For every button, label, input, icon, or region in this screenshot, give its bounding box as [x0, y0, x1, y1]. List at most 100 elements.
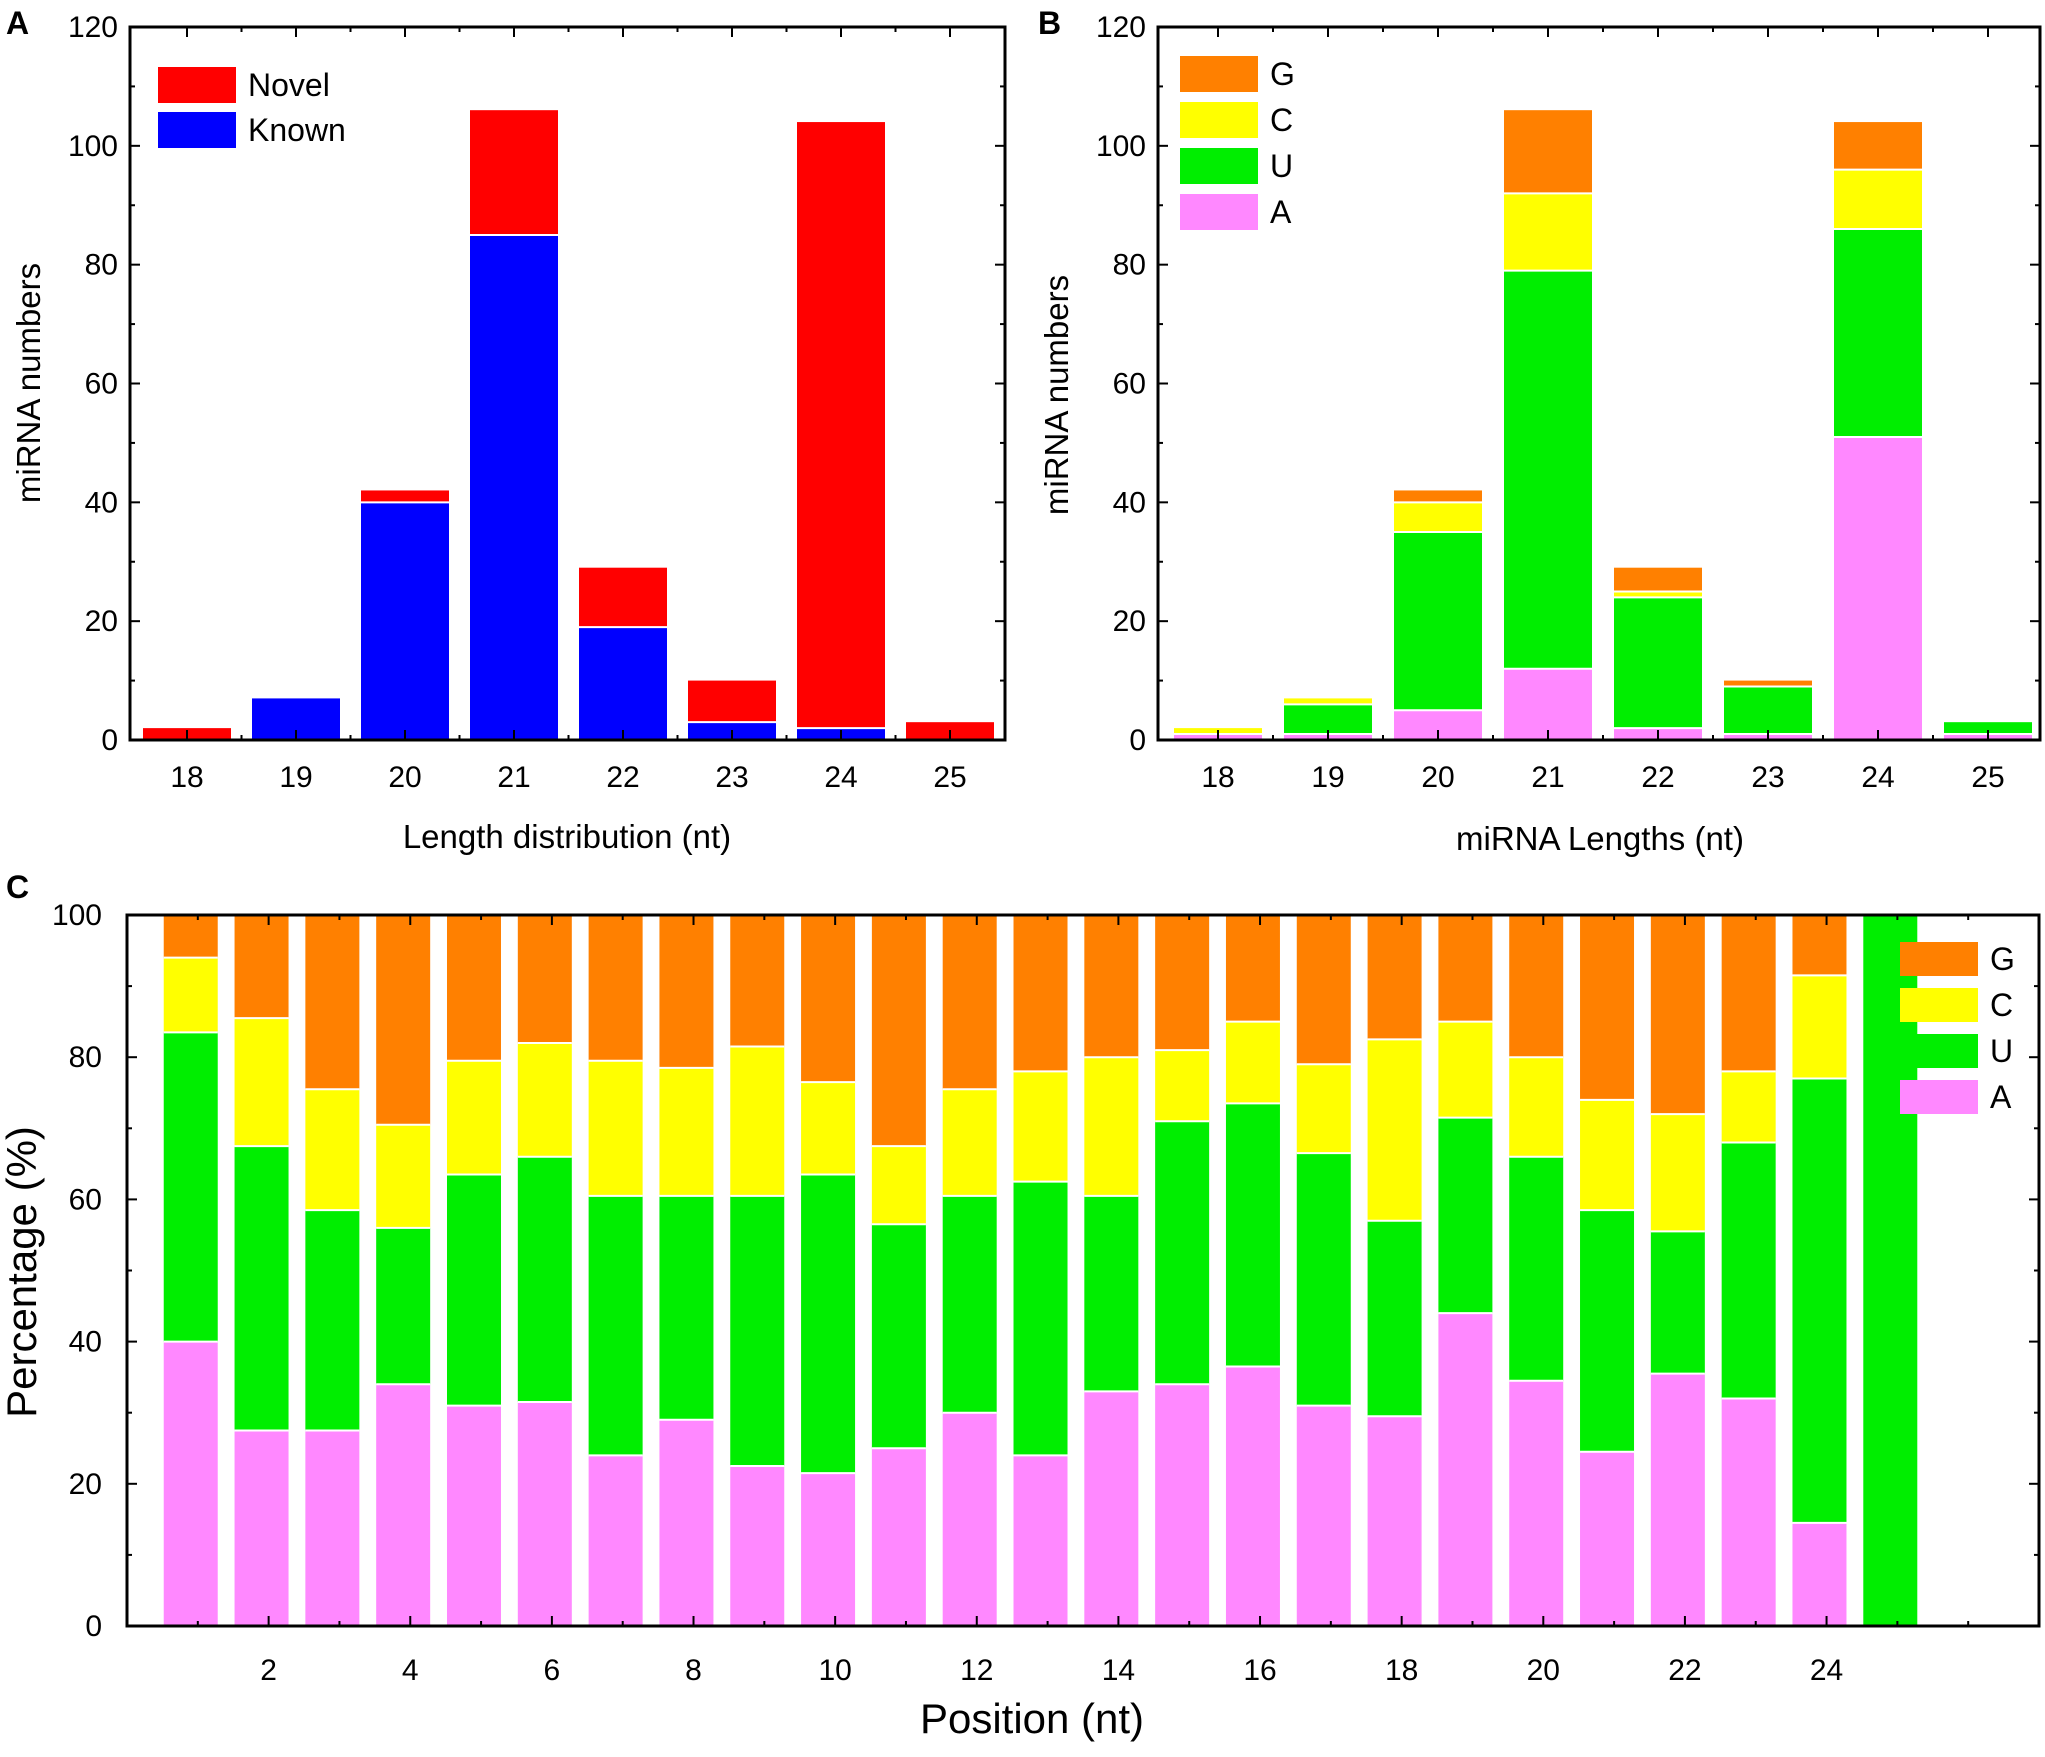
chart-a-legend: Novel Known	[158, 67, 346, 148]
chart-b: 0 20 40 60 80 100 120 18 19 20 21 22 23 24 25 miRNA L…	[1038, 11, 2042, 857]
bar-c-pos4-c	[376, 1124, 431, 1228]
bar-c-pos17-c	[1296, 1064, 1351, 1154]
bar-c-pos6-g	[517, 915, 572, 1043]
bar-b-24-g	[1834, 122, 1922, 170]
bar-c-pos22-c	[1650, 1114, 1705, 1232]
legend-c-swatch-a	[1900, 1080, 1978, 1114]
x-tick-label: 24	[824, 761, 857, 794]
bar-c-pos19-c	[1438, 1021, 1493, 1118]
bar-c-pos21-g	[1580, 915, 1635, 1100]
x-tick-label: 21	[497, 761, 530, 794]
bar-a-20-novel	[361, 490, 449, 503]
bar-c-pos5-a	[446, 1405, 501, 1626]
bar-c-pos10-g	[801, 915, 856, 1083]
bar-b-20-c	[1394, 502, 1482, 533]
bar-c-pos18-u	[1367, 1220, 1422, 1417]
legend-c-label-g: G	[1990, 941, 2015, 977]
bar-c-pos11-u	[871, 1224, 926, 1449]
y-tick-label: 60	[69, 1183, 102, 1216]
bar-b-24-c	[1834, 169, 1922, 230]
bar-c-pos13-a	[1013, 1455, 1068, 1626]
bar-a-20-known	[361, 502, 449, 740]
legend-a-label-known: Known	[248, 112, 346, 148]
bar-c-pos21-a	[1580, 1451, 1635, 1626]
x-tick-label: 24	[1861, 761, 1894, 794]
y-tick-label: 100	[68, 130, 118, 163]
legend-c-label-u: U	[1990, 1033, 2013, 1069]
bar-c-pos8-c	[659, 1067, 714, 1196]
legend-b-label-c: C	[1270, 102, 1293, 138]
bar-c-pos9-a	[730, 1466, 785, 1626]
bar-c-pos19-g	[1438, 915, 1493, 1022]
bar-a-23-novel	[688, 680, 776, 723]
bar-c-pos9-g	[730, 915, 785, 1047]
bar-c-pos22-a	[1650, 1373, 1705, 1626]
bar-c-pos8-u	[659, 1195, 714, 1420]
bar-b-20-u	[1394, 532, 1482, 711]
bar-c-pos17-a	[1296, 1405, 1351, 1626]
chart-a-y-axis: 0 20 40 60 80 100 120	[68, 11, 1005, 757]
bar-b-23-u	[1724, 686, 1812, 735]
legend-c-swatch-u	[1900, 1034, 1978, 1068]
bar-b-20-g	[1394, 490, 1482, 503]
bar-c-pos4-a	[376, 1384, 431, 1626]
bar-b-21-a	[1504, 668, 1592, 740]
bar-c-pos5-c	[446, 1060, 501, 1175]
chart-c-x-axis: 2 4 6 8 10 12 14 16 18 20 22 24	[196, 915, 1970, 1687]
legend-b-swatch-a	[1180, 194, 1258, 230]
bar-c-pos21-u	[1580, 1210, 1635, 1452]
bar-c-pos8-a	[659, 1419, 714, 1626]
bar-b-22-g	[1614, 567, 1702, 592]
bar-a-24-novel	[797, 122, 885, 729]
bar-c-pos3-a	[305, 1430, 360, 1626]
chart-a: 0 20 40 60 80 100 120 18 19 20 21 22 23 24 25 Length …	[10, 11, 1007, 855]
bar-c-pos15-u	[1155, 1121, 1210, 1385]
bar-b-22-u	[1614, 597, 1702, 729]
bar-c-pos7-c	[588, 1060, 643, 1196]
bar-c-pos6-a	[517, 1402, 572, 1626]
bar-c-pos2-a	[234, 1430, 289, 1626]
bar-c-pos10-a	[801, 1473, 856, 1626]
bar-c-pos15-a	[1155, 1384, 1210, 1626]
x-tick-label: 21	[1531, 761, 1564, 794]
legend-a-label-novel: Novel	[248, 67, 330, 103]
chart-b-x-axis-title: miRNA Lengths (nt)	[1456, 820, 1744, 857]
bar-c-pos10-c	[801, 1082, 856, 1175]
bar-b-24-u	[1834, 229, 1922, 437]
bar-a-22-novel	[579, 567, 667, 628]
y-tick-label: 40	[1113, 486, 1146, 519]
bar-c-pos22-g	[1650, 915, 1705, 1115]
bar-b-19-u	[1284, 704, 1372, 735]
bar-c-pos3-g	[305, 915, 360, 1090]
y-tick-label: 40	[85, 486, 118, 519]
chart-b-bars	[1174, 110, 2032, 740]
legend-a-swatch-novel	[158, 67, 236, 103]
x-tick-label: 16	[1243, 1654, 1276, 1687]
bar-c-pos3-u	[305, 1210, 360, 1431]
x-tick-label: 2	[260, 1654, 277, 1687]
x-tick-label: 20	[388, 761, 421, 794]
bar-c-pos23-g	[1721, 915, 1776, 1072]
panel-letter-b: B	[1038, 5, 1061, 41]
x-tick-label: 8	[685, 1654, 702, 1687]
bar-c-pos13-g	[1013, 915, 1068, 1072]
chart-a-x-axis-title: Length distribution (nt)	[403, 818, 731, 855]
bar-b-24-a	[1834, 436, 1922, 740]
y-tick-label: 100	[1096, 130, 1146, 163]
x-tick-label: 18	[170, 761, 203, 794]
bar-c-pos24-u	[1792, 1078, 1847, 1523]
y-tick-label: 20	[69, 1468, 102, 1501]
y-tick-label: 120	[1096, 11, 1146, 44]
bar-c-pos2-u	[234, 1146, 289, 1431]
x-tick-label: 22	[1668, 1654, 1701, 1687]
bar-c-pos23-c	[1721, 1071, 1776, 1143]
y-tick-label: 120	[68, 11, 118, 44]
bar-b-25-u	[1944, 722, 2032, 735]
bar-c-pos11-g	[871, 915, 926, 1147]
y-tick-label: 60	[1113, 368, 1146, 401]
bar-c-pos5-g	[446, 915, 501, 1061]
bar-c-pos4-g	[376, 915, 431, 1125]
bar-c-pos18-a	[1367, 1416, 1422, 1626]
x-tick-label: 18	[1385, 1654, 1418, 1687]
bar-c-pos3-c	[305, 1089, 360, 1211]
